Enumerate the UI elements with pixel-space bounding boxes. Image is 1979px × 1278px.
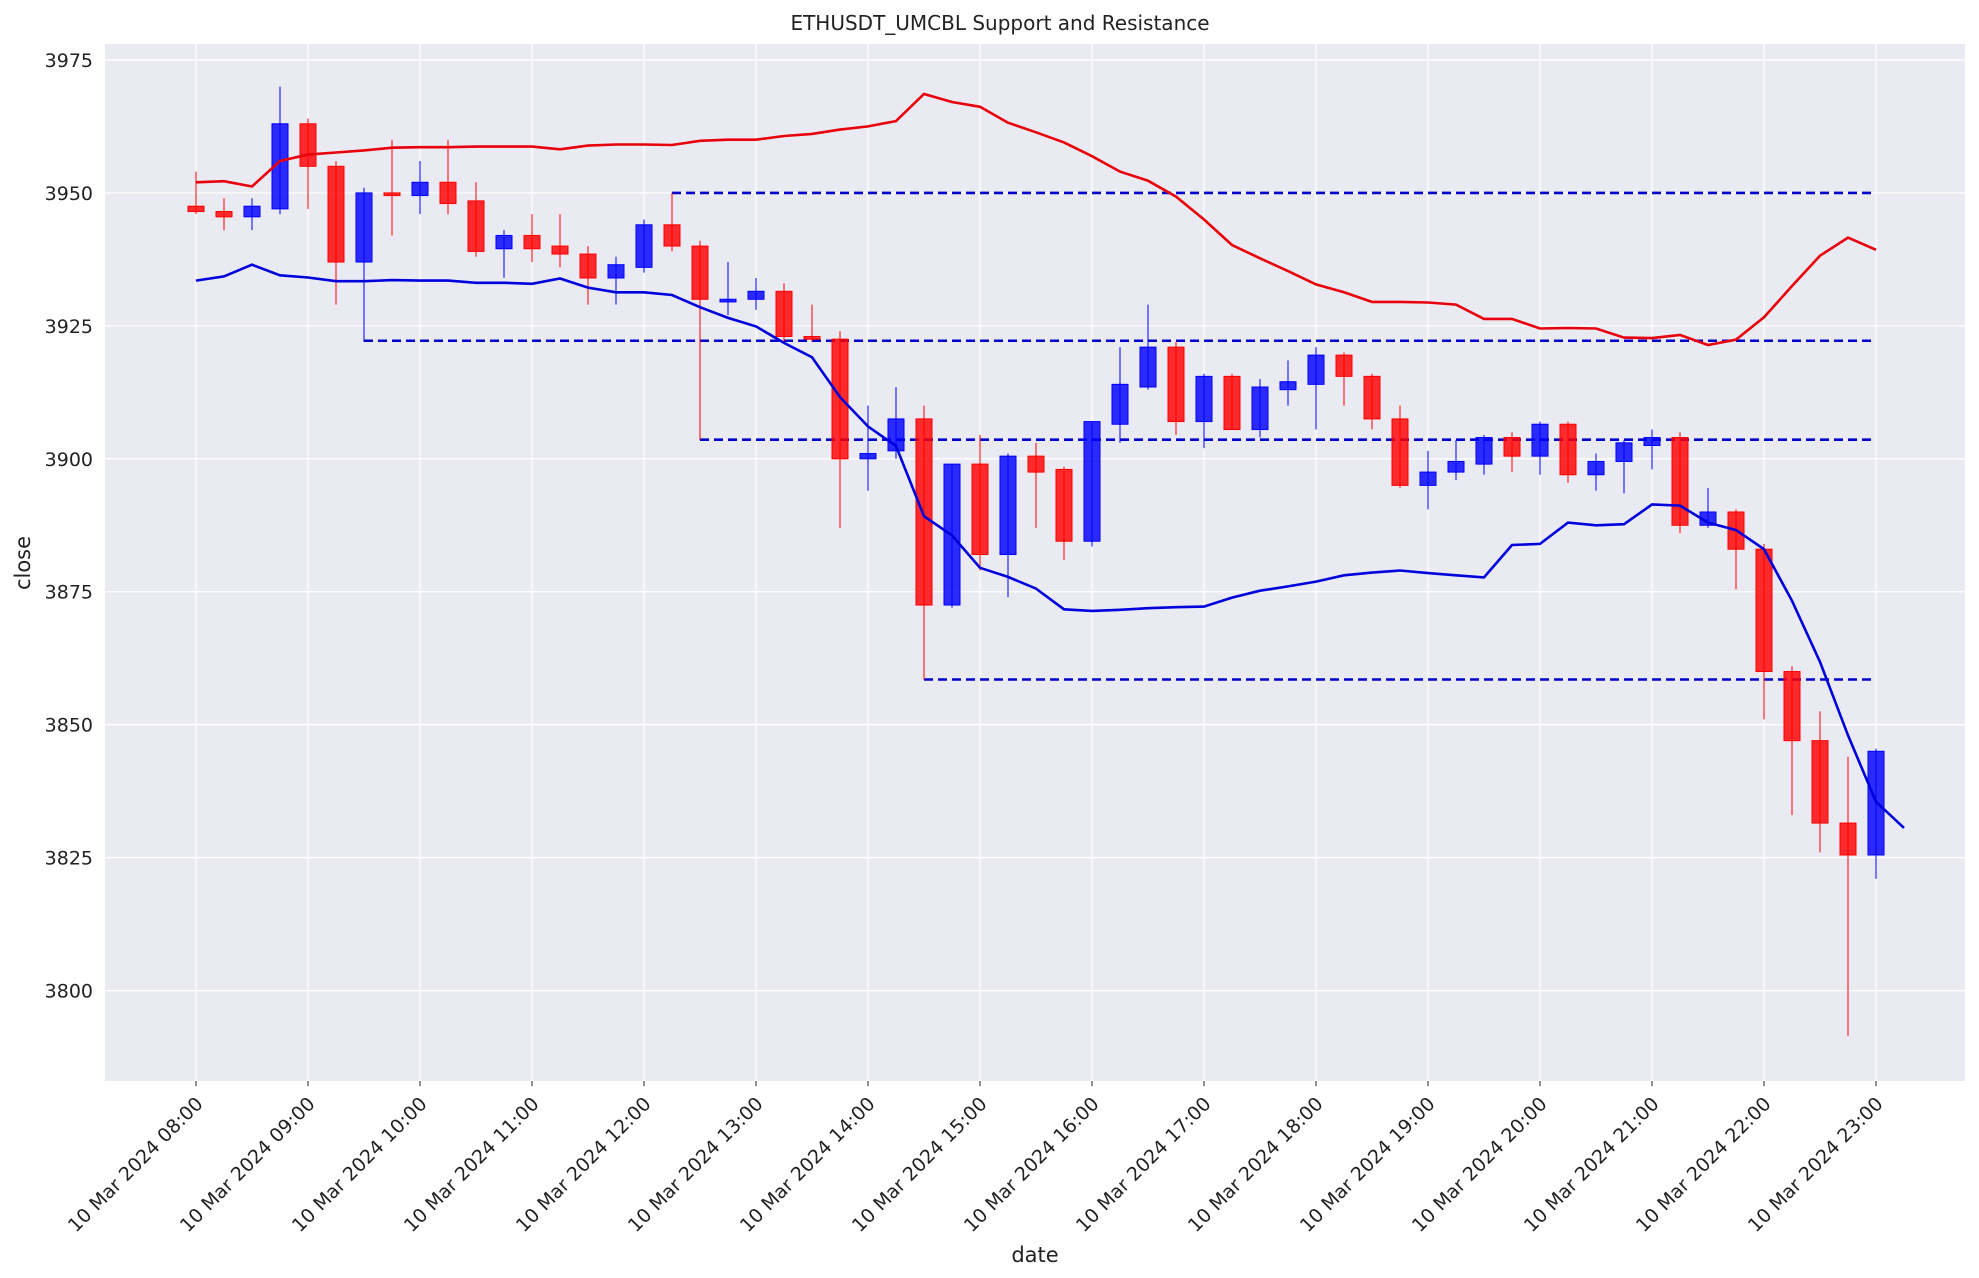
candle-body [1783, 671, 1801, 742]
chart-title: ETHUSDT_UMCBL Support and Resistance [790, 11, 1209, 35]
grid-lines [105, 44, 1965, 1081]
candle-body [719, 298, 737, 303]
candle-body [1531, 423, 1549, 457]
candle-body [1307, 354, 1325, 385]
y-axis-label: close [11, 536, 35, 590]
candle-body [971, 463, 989, 556]
candle-body [1391, 418, 1409, 486]
candle-body [1587, 460, 1605, 476]
candle-body [1363, 375, 1381, 420]
candle-body [411, 181, 429, 197]
y-tick-label: 3800 [45, 981, 93, 1003]
candle-body [299, 123, 317, 167]
candle-body [1615, 442, 1633, 462]
candle-body [467, 200, 485, 252]
candle-body [327, 165, 345, 263]
candle-body [1755, 548, 1773, 673]
candle-body [1027, 455, 1045, 473]
y-tick-label: 3925 [45, 316, 93, 338]
candle-body [1223, 375, 1241, 431]
candle-body [1111, 383, 1129, 425]
y-tick-label: 3975 [45, 50, 93, 72]
candle-body [1559, 423, 1577, 476]
y-tick-label: 3950 [45, 183, 93, 205]
candle-body [579, 253, 597, 279]
x-axis-label: date [1011, 1243, 1058, 1267]
candle-body [1447, 460, 1465, 473]
lower-band-line [195, 263, 1905, 829]
candle-body [663, 224, 681, 247]
candle-body [1251, 386, 1269, 431]
candle-body [187, 205, 205, 213]
candle-body [1139, 346, 1157, 388]
candle-body [1671, 437, 1689, 526]
candlesticks [187, 86, 1885, 1036]
candle-body [607, 264, 625, 279]
candle-body [747, 290, 765, 300]
bands [195, 92, 1905, 829]
candle-body [1503, 437, 1521, 457]
upper-band-line [195, 92, 1877, 347]
candle-body [691, 245, 709, 300]
candle-body [999, 455, 1017, 556]
candle-body [915, 418, 933, 606]
candle-body [1419, 471, 1437, 486]
candle-body [1475, 437, 1493, 465]
candle-body [271, 123, 289, 210]
candle-body [1335, 354, 1353, 377]
candle-body [1643, 437, 1661, 447]
candle-body [495, 234, 513, 250]
y-tick-label: 3825 [45, 848, 93, 870]
candle-body [1167, 346, 1185, 423]
candle-body [1195, 375, 1213, 423]
candle-body [1811, 740, 1829, 824]
candle-body [1839, 822, 1857, 856]
y-axis-ticks: 3800 3825 3850 3875 3900 3925 3950 3975 [45, 50, 93, 1003]
y-tick-label: 3900 [45, 449, 93, 471]
candle-body [859, 452, 877, 460]
candle-body [1279, 381, 1297, 391]
candle-body [439, 181, 457, 205]
candle-body [551, 245, 569, 255]
plot-area [105, 44, 1965, 1081]
candle-body [355, 192, 373, 263]
candle-body [383, 192, 401, 197]
y-tick-label: 3875 [45, 582, 93, 604]
candle-body [803, 335, 821, 340]
candle-body [523, 234, 541, 250]
candle-body [243, 205, 261, 218]
candle-body [635, 224, 653, 268]
candle-body [1055, 468, 1073, 542]
candle-body [775, 290, 793, 337]
candle-body [1083, 421, 1101, 542]
candle-body [215, 211, 233, 218]
y-tick-label: 3850 [45, 715, 93, 737]
